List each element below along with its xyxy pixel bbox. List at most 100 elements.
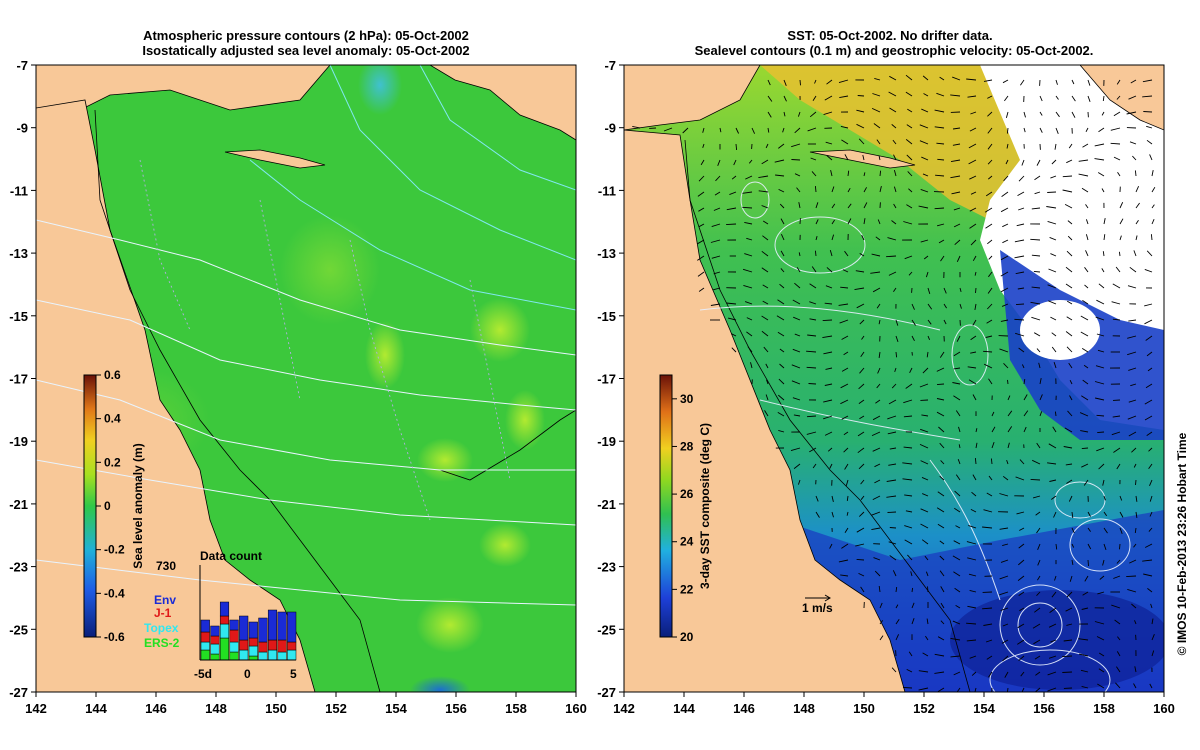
velocity-arrow	[987, 111, 993, 117]
velocity-arrow	[793, 316, 801, 321]
velocity-arrow	[967, 605, 977, 609]
histogram-bar-segment	[219, 615, 230, 625]
velocity-arrow	[1052, 426, 1057, 433]
velocity-arrow	[986, 303, 993, 310]
velocity-arrow	[1023, 127, 1026, 133]
velocity-arrow	[860, 495, 865, 500]
velocity-arrow	[968, 159, 977, 165]
velocity-arrow	[733, 159, 737, 166]
velocity-arrow	[847, 187, 851, 193]
velocity-arrow	[999, 493, 1009, 497]
velocity-arrow	[841, 415, 849, 420]
velocity-arrow	[889, 555, 897, 561]
velocity-arrow	[874, 463, 881, 468]
velocity-arrow	[1050, 253, 1057, 257]
velocity-arrow	[919, 383, 929, 388]
velocity-arrow	[1095, 397, 1105, 401]
velocity-arrow	[983, 79, 993, 82]
velocity-arrow	[746, 317, 753, 321]
velocity-arrow	[886, 255, 897, 258]
velocity-arrow	[872, 495, 881, 501]
velocity-arrow	[1037, 559, 1041, 566]
velocity-arrow	[1087, 543, 1092, 550]
velocity-arrow	[893, 287, 897, 293]
velocity-arrow	[1054, 575, 1057, 581]
velocity-arrow	[826, 155, 833, 161]
velocity-arrow	[1018, 347, 1025, 353]
velocity-arrow	[953, 395, 961, 401]
velocity-arrow	[1130, 383, 1137, 387]
sla-colorbar	[83, 374, 97, 638]
reef-outline	[94, 109, 381, 692]
velocity-arrow	[1018, 175, 1025, 182]
histogram-bar-segment	[229, 651, 239, 661]
pressure-contours-cyan	[249, 65, 576, 311]
velocity-arrow	[911, 319, 916, 326]
velocity-arrow	[974, 303, 977, 310]
velocity-arrow	[815, 202, 819, 209]
velocity-arrow	[939, 475, 945, 481]
velocity-arrow	[921, 476, 929, 481]
velocity-arrow	[1047, 462, 1057, 465]
velocity-arrow	[991, 426, 996, 433]
velocity-arrow	[863, 187, 867, 193]
velocity-arrow	[783, 79, 787, 86]
velocity-arrow	[1068, 143, 1073, 149]
velocity-arrow	[872, 415, 881, 421]
velocity-arrow	[894, 367, 897, 373]
velocity-arrow	[1087, 79, 1091, 86]
velocity-arrow	[903, 446, 913, 449]
velocity-arrow	[1103, 527, 1108, 534]
velocity-arrow	[1000, 287, 1009, 293]
velocity-arrow	[1015, 476, 1025, 481]
velocity-arrow	[744, 301, 753, 305]
data-count-max: 730	[156, 559, 176, 573]
velocity-arrow	[839, 95, 849, 99]
velocity-arrow	[1001, 639, 1009, 644]
velocity-arrow	[953, 223, 961, 228]
velocity-arrow	[1087, 511, 1091, 517]
velocity-arrow	[957, 687, 961, 692]
velocity-arrow	[935, 174, 945, 177]
velocity-arrow	[824, 383, 833, 386]
velocity-arrow	[939, 570, 945, 577]
velocity-arrow	[843, 431, 849, 436]
y-tick-label: -19	[9, 434, 28, 449]
velocity-arrow	[905, 91, 913, 97]
velocity-arrow	[797, 479, 801, 485]
velocity-arrow	[1032, 495, 1041, 499]
velocity-arrow	[1145, 383, 1153, 389]
velocity-arrow	[893, 169, 897, 177]
velocity-arrow	[1066, 479, 1073, 484]
velocity-arrow	[808, 383, 817, 385]
y-tick-label: -7	[16, 58, 28, 73]
sla-colorbar-ticks: 0.6 0.4 0.2 0 -0.2 -0.4 -0.6	[96, 368, 125, 644]
velocity-arrow	[950, 655, 961, 658]
velocity-arrow	[925, 271, 929, 278]
velocity-arrow	[954, 507, 961, 513]
new-guinea-land	[624, 65, 761, 131]
velocity-arrow	[936, 507, 945, 513]
velocity-arrow	[905, 383, 913, 389]
velocity-arrow	[987, 159, 993, 165]
velocity-arrow	[1081, 463, 1089, 468]
velocity-arrow	[927, 287, 931, 295]
velocity-arrow	[1065, 463, 1073, 466]
velocity-arrow	[1096, 414, 1105, 417]
velocity-arrow	[858, 399, 865, 404]
velocity-arrow	[747, 346, 753, 353]
velocity-arrow	[1143, 573, 1153, 577]
velocity-arrow	[874, 570, 881, 577]
velocity-arrow	[1078, 173, 1089, 177]
velocity-arrow	[887, 237, 897, 241]
velocity-arrow	[859, 367, 865, 374]
histogram-bar-segment	[267, 639, 278, 651]
sst-colorbar-label: 3-day SST composite (deg C)	[698, 423, 712, 589]
velocity-arrow	[879, 170, 882, 177]
velocity-arrow	[827, 447, 833, 452]
velocity-arrow	[844, 527, 849, 534]
velocity-arrow	[762, 235, 769, 241]
velocity-arrow	[726, 302, 737, 305]
velocity-arrow	[1032, 623, 1041, 629]
velocity-arrow	[1006, 459, 1009, 465]
